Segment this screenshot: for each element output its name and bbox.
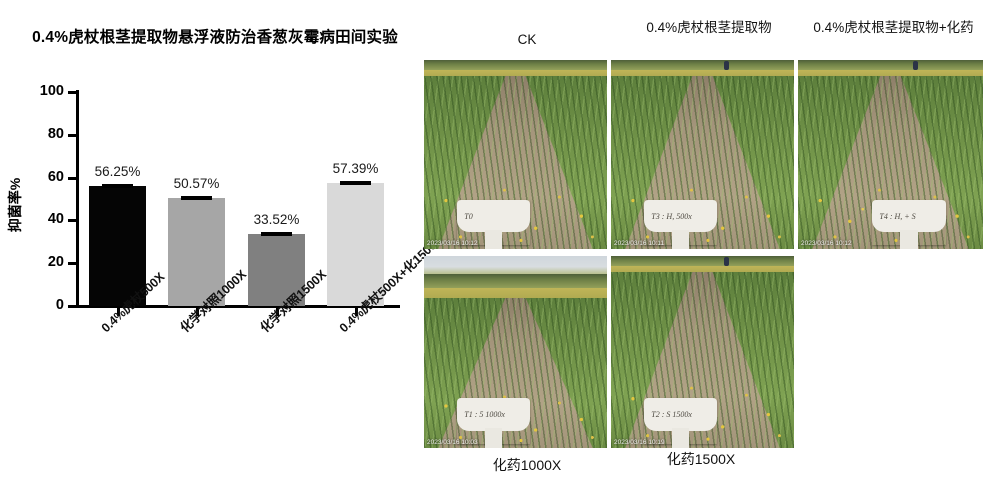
photo-column-header-extract-plus-chem: 0.4%虎杖根茎提取物+化药 [813,20,974,35]
rapeseed-band [611,266,794,272]
rapeseed-band [424,70,607,76]
tag-stem [671,229,690,249]
x-tick-mark [195,308,199,316]
far-treeline-band [424,274,607,288]
tag-face [457,200,530,233]
bar [89,185,146,306]
y-tick-label: 100 [39,83,64,99]
bar-value-label: 33.52% [253,212,300,228]
tag-stem [900,229,918,249]
rapeseed-band [798,70,983,76]
sky-band [424,256,607,274]
photo-column-header-ck: CK [517,32,537,47]
error-bar [339,181,372,186]
x-tick-mark [275,308,279,316]
tag-handwriting: T0 [464,211,473,221]
far-treeline-band [798,60,983,70]
y-tick-label: 20 [47,254,64,271]
tag-stem [484,229,503,249]
person-silhouette [724,257,729,266]
error-bar [180,195,213,200]
field-photo: T3 : H, 500x 2023/03/16 10:11 [611,60,794,249]
tag-stem [671,428,690,448]
photo-bottom-label-chem1500x: 化药1500X [666,451,736,467]
rapeseed-band [424,288,607,298]
tag-handwriting: T2 : S 1500x [651,409,692,419]
plot-marker-tag: T1 : 5 1000x [457,398,530,448]
field-photo: T4 : H, + S 2023/03/16 10:12 [798,60,983,249]
y-tick-mark [68,305,76,308]
x-tick-mark [354,308,358,316]
x-tick-mark [116,308,120,316]
photo-column-header-extract: 0.4%虎杖根茎提取物 [646,20,772,35]
y-tick-mark [68,262,76,266]
person-silhouette [724,61,729,70]
photo-timestamp: 2023/03/16 10:11 [614,240,665,247]
plot-marker-tag: T3 : H, 500x [644,200,717,249]
photo-timestamp: 2023/03/16 10:19 [614,439,665,446]
rapeseed-band [611,70,794,76]
error-bar [101,183,134,188]
plot-marker-tag: T2 : S 1500x [644,398,717,448]
person-silhouette [913,61,918,70]
bar [327,183,384,306]
plot-marker-tag: T0 [457,200,530,249]
y-tick-mark [68,176,76,180]
bar-value-label: 50.57% [173,175,220,191]
bar-chart-panel: 0.4%虎杖根茎提取物悬浮液防治香葱灰霉病田间实验 抑菌率% 0 20 40 60 80… [0,0,445,482]
y-axis-line [76,90,79,308]
y-tick-label: 80 [47,125,64,142]
tag-face [457,398,530,432]
plot-marker-tag: T4 : H, + S [872,200,946,249]
photo-bottom-label-chem1000x: 化药1000X [492,457,562,473]
bar-value-label: 57.39% [332,161,379,177]
far-treeline-band [611,256,794,266]
photo-timestamp: 2023/03/16 10:12 [801,240,852,247]
photo-timestamp: 2023/03/16 10:03 [427,439,478,446]
y-tick-label: 40 [47,211,64,228]
photo-timestamp: 2023/03/16 10:12 [427,240,478,247]
tag-handwriting: T4 : H, + S [879,211,916,221]
y-axis-title: 抑菌率% [7,177,23,233]
tag-face [644,200,717,233]
plot-area [76,92,400,306]
x-axis-line [76,305,400,308]
y-tick-mark [68,133,76,137]
bar [248,234,305,306]
error-bar [260,232,293,237]
y-tick-label: 0 [55,297,64,313]
tag-handwriting: T1 : 5 1000x [464,409,505,419]
tag-face [644,398,717,432]
tag-face [872,200,946,233]
bar [168,197,225,306]
field-photo: T0 2023/03/16 10:12 [424,60,607,249]
chart-title: 0.4%虎杖根茎提取物悬浮液防治香葱灰霉病田间实验 [32,29,398,46]
field-photo: T1 : 5 1000x 2023/03/16 10:03 [424,256,607,448]
bar-value-label: 56.25% [94,163,141,179]
y-tick-mark [68,219,76,223]
far-treeline-band [424,60,607,70]
far-treeline-band [611,60,794,70]
photo-grid-panel: CK 0.4%虎杖根茎提取物 0.4%虎杖根茎提取物+化药 T0 2023/03/… [415,0,998,482]
tag-handwriting: T3 : H, 500x [651,211,692,221]
y-tick-mark [68,91,76,94]
field-photo: T2 : S 1500x 2023/03/16 10:19 [611,256,794,448]
y-tick-label: 60 [47,168,64,185]
tag-stem [484,428,503,448]
